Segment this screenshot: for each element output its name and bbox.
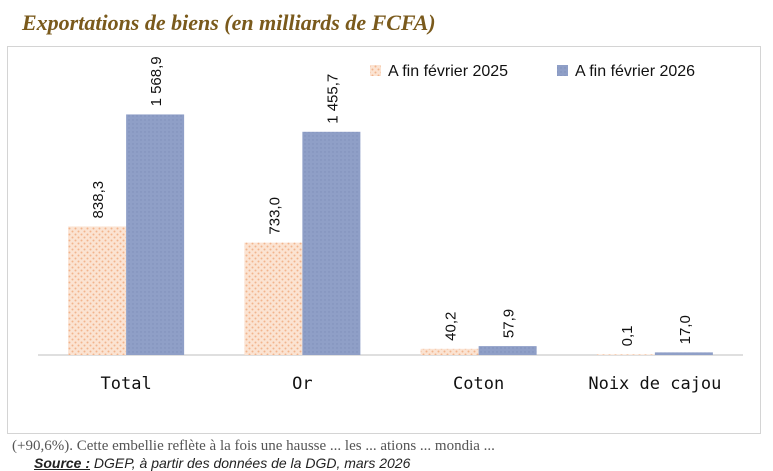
source-text: DGEP, à partir des données de la DGD, ma… bbox=[90, 455, 411, 471]
x-tick-label: Coton bbox=[453, 374, 504, 394]
source-note: Source : DGEP, à partir des données de l… bbox=[34, 455, 410, 471]
data-label: 57,9 bbox=[501, 309, 518, 338]
bar-2026-total bbox=[126, 114, 185, 355]
x-tick-label: Total bbox=[101, 374, 152, 394]
bar-2026-coton bbox=[478, 346, 537, 355]
bar-2025-or bbox=[244, 242, 303, 355]
bar-2025-noix-de-cajou bbox=[596, 354, 655, 355]
bar-2026-or bbox=[302, 131, 361, 355]
bar-2025-total bbox=[68, 226, 127, 355]
source-label: Source : bbox=[34, 455, 91, 471]
chart-title: Exportations de biens (en milliards de F… bbox=[22, 10, 436, 35]
x-tick-label: Noix de cajou bbox=[588, 374, 721, 394]
data-label: 733,0 bbox=[266, 197, 283, 235]
data-label: 0,1 bbox=[619, 326, 636, 347]
legend-swatch bbox=[370, 65, 381, 76]
bar-2026-noix-de-cajou bbox=[654, 352, 713, 355]
data-label: 1 568,9 bbox=[148, 56, 165, 106]
legend-swatch bbox=[557, 65, 568, 76]
bar-chart: Total Or Coton Noix de cajou 838,3 1 568,9 73… bbox=[38, 56, 743, 394]
legend-item-2026: A fin février 2026 bbox=[575, 63, 695, 80]
data-label: 40,2 bbox=[443, 312, 460, 341]
x-tick-label: Or bbox=[292, 374, 312, 394]
data-label: 17,0 bbox=[677, 315, 694, 344]
bar-2025-coton bbox=[420, 348, 479, 355]
chart-frame: Total Or Coton Noix de cajou 838,3 1 568,9 73… bbox=[7, 46, 761, 471]
body-text-fragment: (+90,6%). Cette embellie reflète à la fo… bbox=[12, 438, 495, 454]
legend-item-2025: A fin février 2025 bbox=[388, 63, 508, 80]
data-label: 1 455,7 bbox=[324, 74, 341, 124]
data-label: 838,3 bbox=[90, 181, 107, 219]
